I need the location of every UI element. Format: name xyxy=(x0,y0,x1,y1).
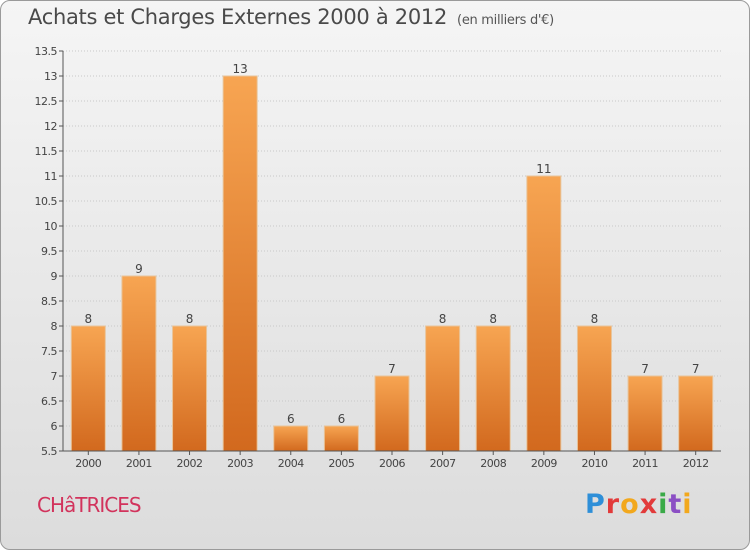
y-tick-label: 6 xyxy=(51,420,58,433)
data-label: 13 xyxy=(233,62,248,76)
y-tick-label: 9.5 xyxy=(41,245,57,258)
data-label: 8 xyxy=(84,312,92,326)
chart-title: Achats et Charges Externes 2000 à 2012 (e… xyxy=(28,5,554,29)
y-tick-label: 10.5 xyxy=(35,195,58,208)
bar-2010 xyxy=(576,325,612,452)
y-tick-label: 12 xyxy=(44,120,57,133)
chart-title-text: Achats et Charges Externes 2000 à 2012 xyxy=(28,5,448,29)
y-tick-label: 7.5 xyxy=(41,345,57,358)
proxiti-logo: Proxiti xyxy=(585,489,693,520)
bars xyxy=(70,75,714,452)
chart-unit: (en milliers d'€) xyxy=(457,13,554,28)
x-tick-label: 2007 xyxy=(430,457,456,470)
bar-2003 xyxy=(222,75,258,452)
y-tick-label: 8 xyxy=(51,320,58,333)
bar-2000 xyxy=(70,325,106,452)
data-label: 7 xyxy=(641,362,649,376)
y-tick-label: 5.5 xyxy=(41,445,57,458)
x-tick-label: 2000 xyxy=(75,457,101,470)
x-tick-label: 2010 xyxy=(581,457,607,470)
data-label: 11 xyxy=(536,162,551,176)
x-tick-label: 2002 xyxy=(177,457,203,470)
data-label: 9 xyxy=(135,262,143,276)
data-label: 6 xyxy=(338,412,346,426)
bar-2008 xyxy=(475,325,511,452)
y-tick-label: 8.5 xyxy=(41,295,57,308)
x-tick-label: 2006 xyxy=(379,457,405,470)
bar-2007 xyxy=(425,325,461,452)
y-tick-label: 6.5 xyxy=(41,395,57,408)
commune-name: CHâTRICES xyxy=(37,493,142,517)
y-tick-label: 7 xyxy=(51,370,58,383)
y-tick-label: 12.5 xyxy=(35,95,58,108)
x-axis: 2000 2001 2002 2003 2004 2005 2006 2007 2008 2009… xyxy=(63,450,721,470)
bar-2004 xyxy=(273,425,309,452)
y-tick-label: 11.5 xyxy=(35,145,58,158)
bar-2009 xyxy=(526,175,562,452)
bar-2005 xyxy=(323,425,359,452)
x-tick-label: 2008 xyxy=(480,457,506,470)
bar-2002 xyxy=(172,325,208,452)
bar-2006 xyxy=(374,375,410,452)
y-tick-label: 9 xyxy=(51,270,58,283)
data-label: 7 xyxy=(692,362,700,376)
x-tick-label: 2009 xyxy=(531,457,557,470)
x-tick-label: 2011 xyxy=(632,457,658,470)
data-label: 7 xyxy=(388,362,396,376)
bar-2001 xyxy=(121,275,157,452)
y-tick-label: 13.5 xyxy=(35,45,58,58)
y-tick-label: 10 xyxy=(44,220,57,233)
data-labels: 8 9 8 13 6 6 7 8 8 11 8 7 7 xyxy=(84,62,699,426)
x-tick-label: 2012 xyxy=(683,457,709,470)
data-label: 8 xyxy=(186,312,194,326)
y-axis: 5.5 6 6.5 7 7.5 8 8.5 9 9.5 10 10.5 11 11.5 12 12.5 13 1… xyxy=(35,45,64,458)
bar-2012 xyxy=(678,375,714,452)
x-tick-label: 2004 xyxy=(278,457,304,470)
data-label: 8 xyxy=(591,312,599,326)
x-tick-label: 2001 xyxy=(126,457,152,470)
data-label: 6 xyxy=(287,412,295,426)
y-tick-label: 13 xyxy=(44,70,57,83)
bar-2011 xyxy=(627,375,663,452)
data-label: 8 xyxy=(439,312,447,326)
x-tick-label: 2003 xyxy=(227,457,253,470)
x-tick-label: 2005 xyxy=(328,457,354,470)
data-label: 8 xyxy=(489,312,497,326)
y-tick-label: 11 xyxy=(44,170,57,183)
